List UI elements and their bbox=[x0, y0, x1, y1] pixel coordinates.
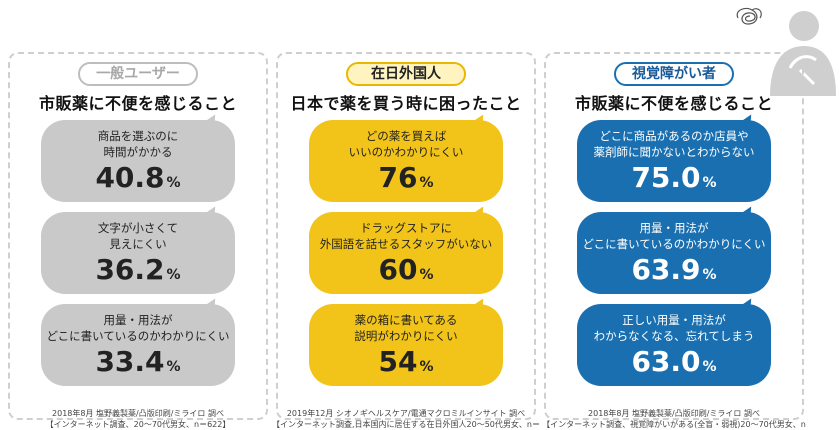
stat-value: 60% bbox=[378, 253, 434, 286]
confusion-scribble-icon bbox=[736, 7, 762, 25]
column-tag: 一般ユーザー bbox=[78, 62, 198, 86]
panel-visually-impaired bbox=[544, 52, 804, 420]
stat-text: どこに商品があるのか店員や 薬剤師に聞かないとわからない bbox=[593, 129, 755, 159]
panel-foreign-residents bbox=[276, 52, 536, 420]
stat-text: どの薬を買えば いいのかわかりにくい bbox=[348, 129, 464, 159]
column-heading: 市販薬に不便を感じること bbox=[574, 94, 773, 113]
stat-bubble: 用量・用法が どこに書いているのかわかりにくい 33.4% bbox=[41, 304, 235, 386]
stat-value: 36.2% bbox=[95, 253, 181, 286]
stat-text: ドラッグストアに 外国語を話せるスタッフがいない bbox=[319, 221, 493, 251]
stat-value: 76% bbox=[378, 161, 434, 194]
stat-text: 文字が小さくて 見えにくい bbox=[97, 221, 179, 251]
column-heading: 日本で薬を買う時に困ったこと bbox=[290, 94, 522, 113]
stat-value: 33.4% bbox=[95, 345, 181, 378]
stat-text: 用量・用法が どこに書いているのかわかりにくい bbox=[582, 221, 766, 251]
stat-value: 75.0% bbox=[631, 161, 717, 194]
column-general-users: 一般ユーザー 市販薬に不便を感じること 商品を選ぶのに 時間がかかる 40.8% … bbox=[4, 62, 272, 386]
column-tag: 在日外国人 bbox=[346, 62, 466, 86]
stat-bubble: ドラッグストアに 外国語を話せるスタッフがいない 60% bbox=[309, 212, 503, 294]
stat-bubble: 薬の箱に書いてある 説明がわかりにくい 54% bbox=[309, 304, 503, 386]
stat-bubble: 商品を選ぶのに 時間がかかる 40.8% bbox=[41, 120, 235, 202]
column-tag: 視覚障がい者 bbox=[614, 62, 734, 86]
column-foreign-residents: 在日外国人 日本で薬を買う時に困ったこと どの薬を買えば いいのかわかりにくい 7… bbox=[272, 62, 540, 386]
stat-value: 40.8% bbox=[95, 161, 181, 194]
stat-text: 薬の箱に書いてある 説明がわかりにくい bbox=[354, 313, 458, 343]
source-note: 2018年8月 塩野義製薬/凸版印刷/ミライロ 調べ 【インターネット調査、20～… bbox=[45, 409, 231, 429]
source-note: 2019年12月 シオノギヘルスケア/電通マクロミルインサイト 調べ 【インターネ… bbox=[272, 409, 540, 429]
stat-bubble: どの薬を買えば いいのかわかりにくい 76% bbox=[309, 120, 503, 202]
stat-text: 正しい用量・用法が わからなくなる、忘れてしまう bbox=[593, 313, 755, 343]
stat-value: 63.0% bbox=[631, 345, 717, 378]
column-heading: 市販薬に不便を感じること bbox=[38, 94, 237, 113]
stat-bubble: どこに商品があるのか店員や 薬剤師に聞かないとわからない 75.0% bbox=[577, 120, 771, 202]
stat-value: 54% bbox=[378, 345, 434, 378]
source-note: 2018年8月 塩野義製薬/凸版印刷/ミライロ 調べ 【インターネット調査、視覚障… bbox=[542, 409, 806, 429]
stat-value: 63.9% bbox=[631, 253, 717, 286]
stat-bubble: 用量・用法が どこに書いているのかわかりにくい 63.9% bbox=[577, 212, 771, 294]
column-visually-impaired: 視覚障がい者 市販薬に不便を感じること どこに商品があるのか店員や 薬剤師に聞かな… bbox=[540, 62, 808, 386]
panel-general-users bbox=[8, 52, 268, 420]
stat-bubble: 文字が小さくて 見えにくい 36.2% bbox=[41, 212, 235, 294]
stat-bubble: 正しい用量・用法が わからなくなる、忘れてしまう 63.0% bbox=[577, 304, 771, 386]
stat-text: 用量・用法が どこに書いているのかわかりにくい bbox=[46, 313, 230, 343]
stat-text: 商品を選ぶのに 時間がかかる bbox=[97, 129, 179, 159]
